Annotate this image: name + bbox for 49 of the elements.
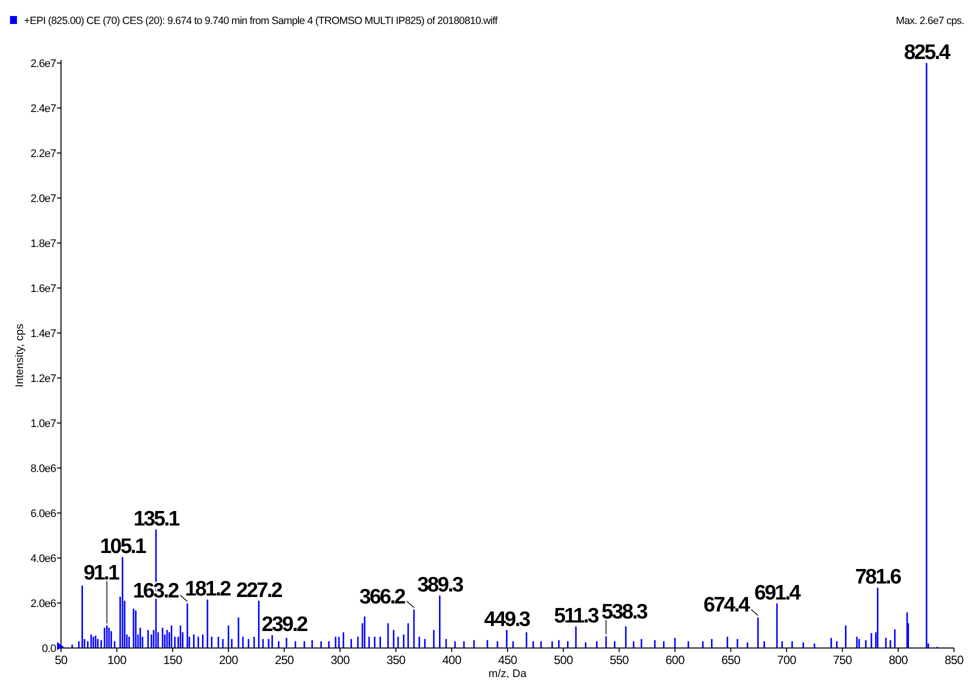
x-tick-label: 350	[386, 653, 406, 667]
annotation: 135.1	[133, 507, 180, 530]
x-tick-label: 450	[498, 653, 518, 667]
x-tick-label: 50	[54, 653, 68, 667]
annotation: 239.2	[262, 613, 308, 636]
x-tick-label: 700	[777, 653, 797, 667]
annotation: 105.1	[100, 535, 147, 558]
y-tick-label: 1.4e7	[30, 328, 56, 340]
annotation: 91.1	[83, 562, 120, 584]
annotation: 389.3	[417, 574, 464, 597]
x-tick-label: 550	[610, 653, 630, 667]
y-tick-label: 8.0e6	[30, 463, 56, 475]
annotation: 538.3	[602, 600, 648, 624]
y-tick-label: 2.0e7	[30, 193, 56, 205]
annotation: 181.2	[184, 578, 231, 601]
y-tick-label: 2.2e7	[30, 148, 56, 160]
annotation: 781.6	[855, 566, 901, 589]
x-tick-label: 850	[944, 653, 964, 667]
annotation: 691.4	[754, 581, 802, 604]
y-tick-label: 0.0	[42, 643, 56, 655]
annotation: 511.3	[554, 604, 599, 628]
annotation: 366.2	[359, 586, 406, 609]
x-tick-label: 800	[888, 653, 908, 667]
y-tick-label: 2.4e7	[30, 103, 56, 115]
y-tick-label: 1.6e7	[30, 283, 56, 295]
x-tick-label: 250	[274, 653, 294, 667]
y-tick-label: 2.0e6	[30, 598, 56, 610]
x-tick-label: 750	[832, 653, 853, 667]
y-axis-title: Intensity, cps	[14, 323, 26, 388]
y-tick-label: 4.0e6	[30, 553, 56, 565]
annotation: 674.4	[703, 593, 750, 616]
y-tick-label: 1.8e7	[30, 238, 56, 250]
annotation: 227.2	[236, 578, 282, 602]
x-tick-label: 500	[554, 653, 574, 667]
chart-title: +EPI (825.00) CE (70) CES (20): 9.674 to 9.740 min from Sample 4 (TROMSO MULTI IP825) of 20180810.wiff	[24, 15, 498, 27]
y-tick-label: 6.0e6	[30, 508, 56, 520]
x-tick-label: 650	[721, 653, 741, 667]
x-tick-label: 300	[330, 653, 350, 667]
x-tick-label: 150	[163, 653, 183, 667]
y-tick-label: 1.2e7	[30, 373, 56, 385]
x-tick-label: 400	[442, 653, 462, 667]
annotation: 825.4	[904, 41, 951, 64]
y-tick-label: 2.6e7	[30, 58, 56, 70]
x-tick-label: 100	[107, 653, 127, 667]
x-tick-label: 600	[666, 653, 686, 667]
x-tick-label: 200	[219, 653, 239, 667]
y-tick-label: 1.0e7	[30, 418, 56, 430]
text: Max. 2.6e7 cps.	[896, 15, 964, 27]
annotation: 449.3	[484, 608, 530, 631]
